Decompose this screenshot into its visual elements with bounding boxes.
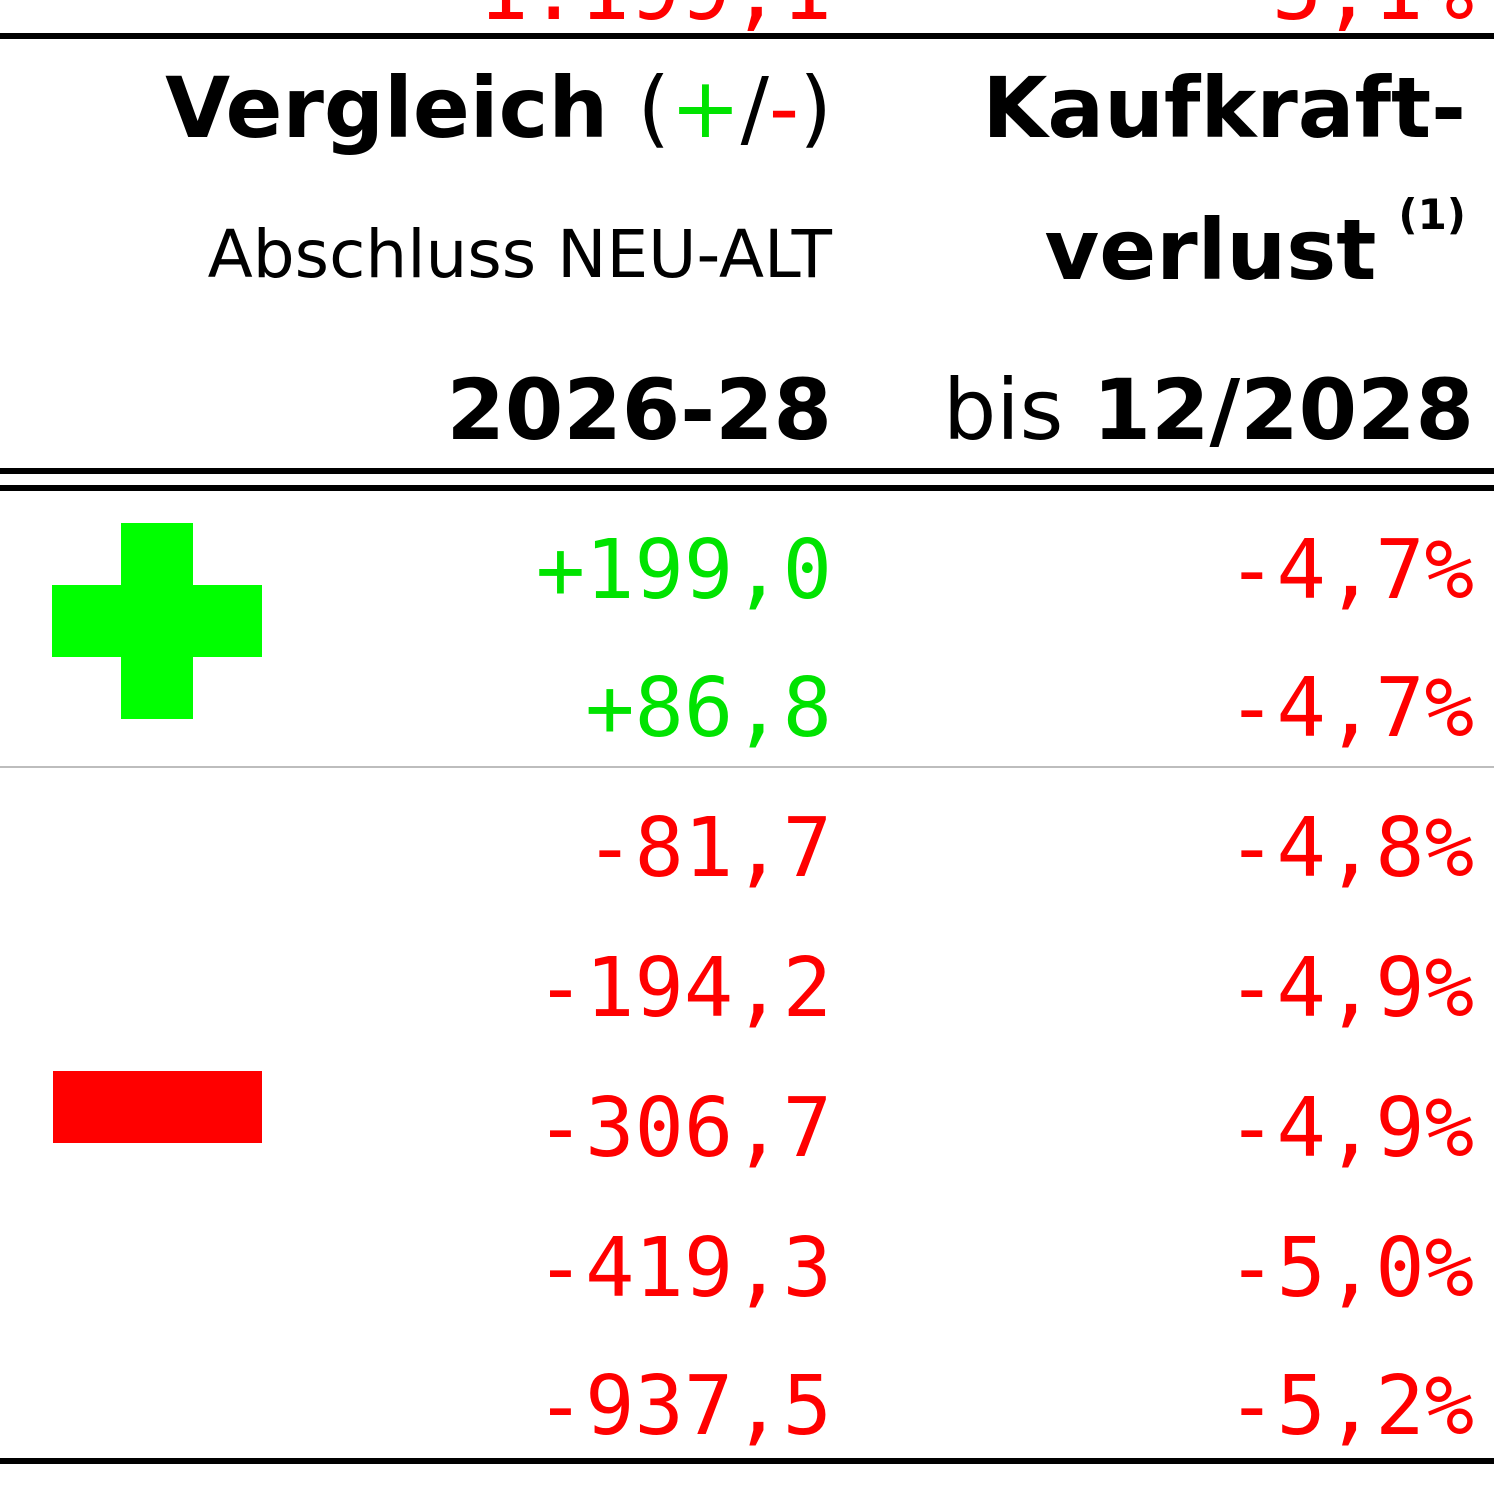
loss-value-minus-5: -5,2% — [1227, 1359, 1474, 1454]
minus-icon — [53, 1071, 262, 1143]
plus-icon — [52, 523, 262, 719]
slash-text: / — [740, 59, 769, 157]
compare-title-text: Vergleich — [165, 59, 609, 157]
plus-icon-horizontal — [52, 585, 262, 657]
loss-value-minus-3: -4,9% — [1227, 1081, 1474, 1176]
loss-header-date-line: bis 12/2028 — [943, 368, 1474, 452]
header-rule-top — [0, 468, 1494, 474]
group-separator — [0, 766, 1494, 768]
comparison-value-minus-4: -419,3 — [535, 1221, 832, 1316]
comparison-value-plus-1: +199,0 — [535, 523, 832, 618]
comparison-value-minus-2: -194,2 — [535, 941, 832, 1036]
paren-close: ) — [799, 59, 832, 157]
loss-header-line2: verlust (1) — [1044, 194, 1466, 293]
top-rule — [0, 33, 1494, 39]
footnote-marker: (1) — [1398, 190, 1466, 239]
minus-sign-text: - — [768, 59, 800, 157]
date-value: 12/2028 — [1092, 361, 1474, 459]
loss-header-line1: Kaufkraft- — [982, 59, 1466, 157]
compare-header-period: 2026-28 — [446, 361, 832, 459]
header-rule-bottom — [0, 485, 1494, 491]
loss-title-text: verlust — [1044, 201, 1377, 299]
cut-off-loss-value: -5,1% — [1221, 0, 1474, 32]
date-prefix: bis — [942, 361, 1064, 459]
loss-value-plus-2: -4,7% — [1227, 661, 1474, 756]
loss-value-minus-2: -4,9% — [1227, 941, 1474, 1036]
compare-header-title: Vergleich (+/-) — [165, 66, 832, 150]
loss-value-minus-1: -4,8% — [1227, 801, 1474, 896]
loss-value-minus-4: -5,0% — [1227, 1221, 1474, 1316]
loss-value-plus-1: -4,7% — [1227, 523, 1474, 618]
comparison-value-minus-1: -81,7 — [585, 801, 832, 896]
bottom-rule — [0, 1458, 1494, 1464]
comparison-value-minus-3: -306,7 — [535, 1081, 832, 1176]
compare-header-subtitle: Abschluss NEU-ALT — [207, 216, 832, 293]
comparison-value-plus-2: +86,8 — [585, 661, 832, 756]
comparison-value-minus-5: -937,5 — [535, 1359, 832, 1454]
paren-open: ( — [637, 59, 671, 157]
cut-off-comparison-value: 1.199,1 — [478, 0, 832, 32]
plus-sign-text: + — [670, 59, 741, 157]
